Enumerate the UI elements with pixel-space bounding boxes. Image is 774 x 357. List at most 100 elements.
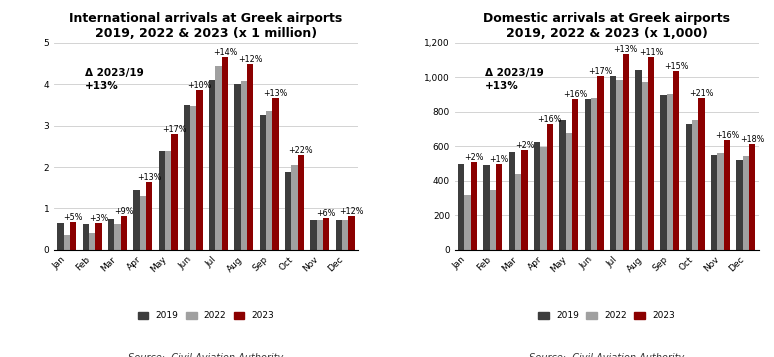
- Bar: [266, 111, 272, 250]
- Bar: [464, 195, 471, 250]
- Bar: [458, 164, 464, 250]
- Bar: [184, 105, 190, 250]
- Bar: [298, 155, 304, 250]
- Bar: [698, 98, 705, 250]
- Text: +1%: +1%: [489, 156, 509, 165]
- Bar: [622, 54, 628, 250]
- Bar: [121, 216, 127, 250]
- Text: +12%: +12%: [238, 55, 262, 64]
- Bar: [89, 233, 95, 250]
- Text: +3%: +3%: [89, 215, 108, 223]
- Bar: [83, 224, 89, 250]
- Bar: [285, 172, 291, 250]
- Bar: [159, 151, 165, 250]
- Text: +13%: +13%: [137, 173, 161, 182]
- Bar: [591, 98, 598, 250]
- Bar: [317, 220, 323, 250]
- Text: +12%: +12%: [339, 207, 364, 216]
- Text: Δ 2023/19
+13%: Δ 2023/19 +13%: [485, 68, 544, 91]
- Bar: [165, 151, 171, 250]
- Bar: [598, 76, 604, 250]
- Bar: [635, 70, 642, 250]
- Title: Domestic arrivals at Greek airports
2019, 2022 & 2023 (x 1,000): Domestic arrivals at Greek airports 2019…: [483, 12, 730, 40]
- Bar: [534, 141, 540, 250]
- Bar: [260, 115, 266, 250]
- Text: +16%: +16%: [714, 131, 739, 140]
- Bar: [660, 95, 667, 250]
- Bar: [291, 165, 298, 250]
- Bar: [139, 196, 146, 250]
- Text: +15%: +15%: [664, 62, 689, 71]
- Bar: [222, 56, 228, 250]
- Bar: [490, 190, 496, 250]
- Legend: 2019, 2022, 2023: 2019, 2022, 2023: [535, 308, 679, 324]
- Bar: [348, 216, 354, 250]
- Bar: [63, 235, 70, 250]
- Text: +17%: +17%: [162, 125, 187, 134]
- Text: +13%: +13%: [263, 89, 288, 98]
- Bar: [572, 99, 578, 250]
- Bar: [736, 160, 743, 250]
- Bar: [57, 223, 63, 250]
- Bar: [496, 165, 502, 250]
- Text: +21%: +21%: [690, 89, 714, 98]
- Bar: [70, 222, 77, 250]
- Text: +16%: +16%: [563, 90, 587, 99]
- Bar: [323, 218, 329, 250]
- Bar: [546, 124, 553, 250]
- Bar: [247, 64, 253, 250]
- Bar: [724, 140, 730, 250]
- Bar: [566, 132, 572, 250]
- Bar: [743, 156, 749, 250]
- Text: +13%: +13%: [614, 45, 638, 54]
- Bar: [673, 71, 680, 250]
- Text: +5%: +5%: [63, 213, 83, 222]
- Text: +10%: +10%: [187, 81, 212, 90]
- Bar: [209, 80, 215, 250]
- Bar: [115, 224, 121, 250]
- Text: +6%: +6%: [317, 209, 336, 218]
- Bar: [190, 106, 197, 250]
- Bar: [642, 82, 648, 250]
- Bar: [171, 134, 177, 250]
- Bar: [133, 190, 139, 250]
- Text: +17%: +17%: [588, 67, 613, 76]
- Bar: [310, 220, 317, 250]
- Bar: [686, 124, 692, 250]
- Bar: [509, 152, 515, 250]
- Bar: [667, 94, 673, 250]
- Text: +9%: +9%: [114, 207, 133, 216]
- Bar: [616, 80, 622, 250]
- Bar: [522, 150, 528, 250]
- Text: +22%: +22%: [289, 146, 313, 155]
- Bar: [749, 144, 755, 250]
- Text: +18%: +18%: [740, 135, 765, 144]
- Bar: [692, 120, 698, 250]
- Bar: [471, 162, 477, 250]
- Title: International arrivals at Greek airports
2019, 2022 & 2023 (x 1 million): International arrivals at Greek airports…: [70, 12, 343, 40]
- Bar: [711, 155, 717, 250]
- Bar: [540, 147, 546, 250]
- Text: +16%: +16%: [538, 115, 562, 124]
- Text: Δ 2023/19
+13%: Δ 2023/19 +13%: [84, 68, 143, 91]
- Bar: [648, 57, 654, 250]
- Text: Source:  Civil Aviation Authority: Source: Civil Aviation Authority: [128, 353, 283, 357]
- Bar: [342, 220, 348, 250]
- Text: +11%: +11%: [639, 47, 663, 57]
- Bar: [235, 84, 241, 250]
- Bar: [95, 223, 101, 250]
- Bar: [336, 220, 342, 250]
- Bar: [610, 76, 616, 250]
- Text: +2%: +2%: [515, 141, 534, 150]
- Bar: [484, 165, 490, 250]
- Bar: [584, 99, 591, 250]
- Bar: [215, 66, 222, 250]
- Bar: [272, 98, 279, 250]
- Bar: [108, 219, 115, 250]
- Text: Source:  Civil Aviation Authority: Source: Civil Aviation Authority: [529, 353, 684, 357]
- Text: +14%: +14%: [213, 47, 237, 56]
- Bar: [515, 174, 522, 250]
- Bar: [560, 120, 566, 250]
- Bar: [146, 182, 152, 250]
- Bar: [717, 153, 724, 250]
